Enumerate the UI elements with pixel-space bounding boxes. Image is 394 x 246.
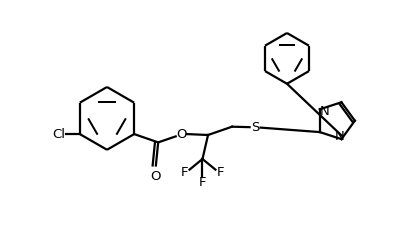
Text: S: S [251,121,259,134]
Text: O: O [151,169,161,183]
Text: F: F [181,166,189,179]
Text: F: F [216,166,224,179]
Text: N: N [335,130,344,143]
Text: O: O [176,128,186,140]
Text: N: N [320,105,329,118]
Text: F: F [199,176,206,189]
Text: Cl: Cl [52,128,65,140]
